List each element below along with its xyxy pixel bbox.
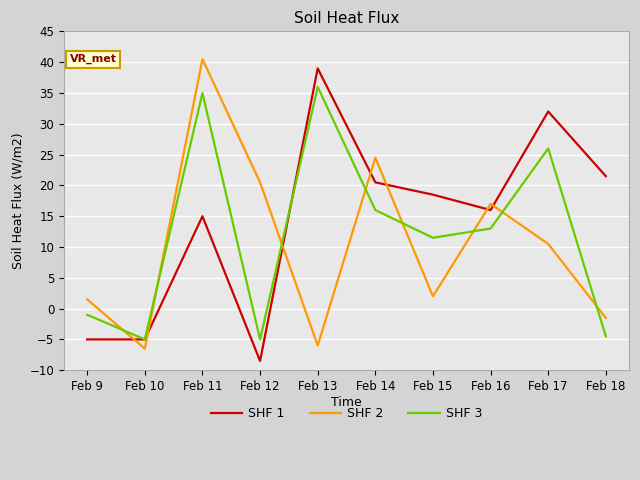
SHF 2 [602,315,610,321]
SHF 2 [487,201,495,207]
SHF 3 [83,312,91,318]
SHF 3 [602,334,610,339]
SHF 2 [256,180,264,185]
SHF 2 [545,241,552,247]
SHF 1 [314,66,321,72]
SHF 2 [314,343,321,348]
SHF 1 [83,336,91,342]
SHF 2 [141,346,148,351]
Line: SHF 2: SHF 2 [87,59,606,348]
SHF 1 [429,192,436,198]
SHF 3 [487,226,495,231]
SHF 2 [198,56,206,62]
Y-axis label: Soil Heat Flux (W/m2): Soil Heat Flux (W/m2) [11,132,24,269]
SHF 3 [314,84,321,90]
SHF 1 [545,108,552,114]
SHF 3 [198,90,206,96]
SHF 1 [198,213,206,219]
SHF 2 [83,297,91,302]
SHF 1 [371,180,379,185]
SHF 1 [256,358,264,364]
SHF 1 [602,173,610,179]
Line: SHF 3: SHF 3 [87,87,606,339]
SHF 1 [487,207,495,213]
Title: Soil Heat Flux: Soil Heat Flux [294,11,399,26]
Line: SHF 1: SHF 1 [87,69,606,361]
SHF 3 [141,336,148,342]
SHF 2 [371,155,379,161]
SHF 3 [429,235,436,240]
SHF 3 [371,207,379,213]
SHF 1 [141,336,148,342]
SHF 2 [429,293,436,299]
X-axis label: Time: Time [331,396,362,408]
Legend: SHF 1, SHF 2, SHF 3: SHF 1, SHF 2, SHF 3 [205,402,487,425]
Text: VR_met: VR_met [70,54,116,64]
SHF 3 [256,336,264,342]
SHF 3 [545,145,552,151]
